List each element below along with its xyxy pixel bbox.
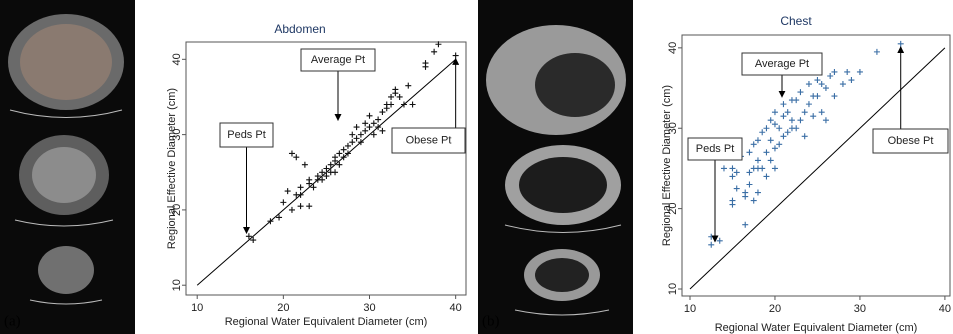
x-tick-label: 10 <box>684 303 696 315</box>
x-tick-label: 20 <box>277 302 289 314</box>
panel-label: (a) <box>4 313 21 329</box>
y-tick-label: 40 <box>171 53 183 65</box>
y-tick-label: 20 <box>667 202 679 214</box>
annotation-text: Obese Pt <box>406 134 452 146</box>
y-tick-label: 20 <box>171 204 183 216</box>
annotation-text: Average Pt <box>311 54 365 66</box>
x-tick-label: 20 <box>769 303 781 315</box>
ct-images-a <box>0 0 135 334</box>
x-tick-label: 30 <box>854 303 866 315</box>
annotation-text: Peds Pt <box>227 129 266 141</box>
figure: Abdomen Regional Water Equivalent Diamete… <box>0 0 953 334</box>
x-axis-label: Regional Water Equivalent Diameter (cm) <box>715 322 918 334</box>
y-tick-label: 30 <box>667 122 679 134</box>
y-axis-label: Regional Effective Diameter (cm) <box>661 85 673 246</box>
y-tick-label: 30 <box>171 128 183 140</box>
annotation-text: Average Pt <box>755 58 809 70</box>
y-tick-label: 10 <box>667 283 679 295</box>
panel-label: (b) <box>482 313 500 329</box>
x-tick-label: 40 <box>450 302 462 314</box>
y-tick-label: 40 <box>667 42 679 54</box>
y-tick-label: 10 <box>171 279 183 291</box>
chart-title: Abdomen <box>274 22 325 36</box>
x-tick-label: 40 <box>939 303 951 315</box>
y-axis-label: Regional Effective Diameter (cm) <box>166 88 178 249</box>
annotation-text: Peds Pt <box>696 143 735 155</box>
x-axis-label: Regional Water Equivalent Diameter (cm) <box>225 316 428 328</box>
chart-title: Chest <box>780 14 812 28</box>
x-tick-label: 30 <box>363 302 375 314</box>
x-tick-label: 10 <box>191 302 203 314</box>
annotation-text: Obese Pt <box>888 135 934 147</box>
ct-images-b <box>478 0 633 334</box>
